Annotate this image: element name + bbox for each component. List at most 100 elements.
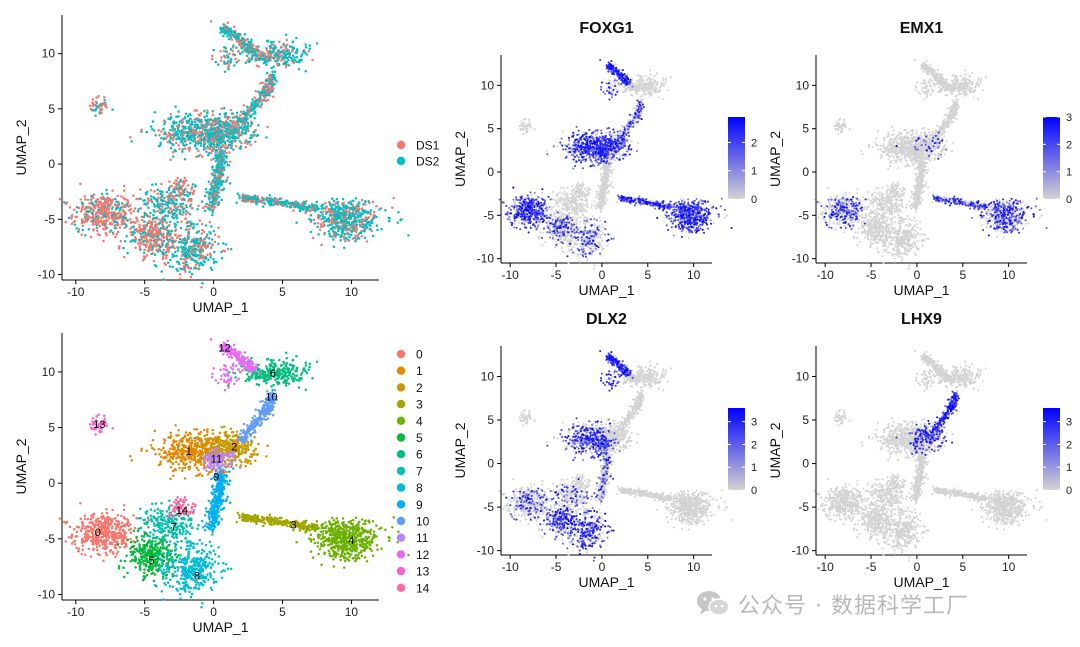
cell-point [384, 209, 387, 212]
cell-point [158, 190, 162, 193]
cell-point [110, 207, 114, 210]
cell-point [210, 158, 213, 162]
legend-label: DS1 [416, 139, 440, 153]
cell-point [601, 232, 604, 235]
cell-point [99, 207, 103, 211]
cell-point [86, 198, 90, 202]
cell-point [291, 54, 295, 57]
cell-point [213, 185, 216, 188]
cell-point [163, 262, 166, 265]
cell-point [327, 217, 330, 220]
cell-point [181, 202, 185, 205]
cell-point [210, 268, 214, 272]
cell-point [370, 221, 373, 225]
cell-point [588, 187, 591, 190]
cell-point [223, 70, 227, 73]
cell-point [271, 89, 274, 93]
cell-point [601, 226, 604, 229]
cell-point [574, 217, 577, 220]
cell-point [559, 238, 562, 241]
cell-point [132, 209, 136, 213]
cell-point [196, 239, 199, 243]
cell-point [598, 241, 601, 244]
cell-point [280, 201, 284, 204]
cell-point [322, 217, 325, 220]
cell-point [145, 192, 148, 196]
cell-point [154, 220, 157, 224]
cell-point [245, 54, 249, 58]
cell-point [278, 40, 281, 44]
cell-point [237, 120, 241, 123]
cell-point [83, 221, 86, 224]
cell-point [214, 60, 218, 64]
cell-point [77, 227, 81, 231]
cell-point [231, 116, 235, 119]
cell-point [233, 132, 236, 135]
cell-point [206, 253, 209, 257]
cell-point [268, 201, 271, 205]
cell-point [338, 211, 342, 214]
cell-point [587, 221, 590, 224]
cell-point [164, 203, 167, 206]
cell-point [569, 244, 572, 247]
cell-point [575, 222, 578, 225]
cell-point [369, 213, 372, 216]
cell-point [168, 220, 172, 224]
cell-point [578, 209, 581, 212]
cell-point [217, 180, 221, 183]
cell-point [154, 241, 157, 244]
cell-point [332, 245, 336, 248]
cell-point [148, 225, 152, 229]
cell-point [187, 199, 190, 203]
cell-point [263, 91, 266, 94]
cell-point [575, 209, 578, 212]
cell-point [576, 199, 579, 202]
cell-point [375, 224, 379, 227]
cell-point [222, 34, 225, 38]
cell-point [368, 227, 372, 231]
cell-point [152, 245, 155, 248]
cell-point [138, 225, 141, 229]
cell-point [172, 120, 176, 123]
cell-point [251, 98, 254, 101]
cell-point [590, 206, 593, 209]
cell-point [583, 187, 587, 190]
y-tick-label: -10 [38, 267, 56, 281]
cell-point [252, 134, 255, 138]
cell-point [185, 263, 189, 266]
cell-point [224, 50, 228, 53]
cell-point [330, 204, 333, 208]
cell-point [190, 257, 194, 261]
cell-point [196, 123, 199, 126]
cell-point [593, 264, 596, 267]
cell-point [563, 212, 566, 216]
cell-point [229, 108, 233, 112]
cell-point [353, 219, 356, 222]
cell-point [179, 202, 182, 206]
cell-point [249, 143, 252, 146]
cell-point [175, 236, 179, 239]
cell-point [211, 110, 214, 113]
cell-point [219, 155, 223, 158]
cell-point [213, 174, 217, 177]
cell-point [598, 216, 601, 219]
cell-point [251, 50, 254, 54]
cell-point [244, 39, 247, 42]
cell-point [83, 207, 87, 211]
legend-label: DS2 [416, 155, 440, 169]
cell-point [571, 194, 575, 197]
cell-point [600, 245, 603, 248]
cell-point [285, 199, 288, 202]
cell-point [174, 130, 177, 133]
plot-title: FOXG1 [579, 20, 633, 37]
cell-point [212, 146, 215, 149]
cell-point [149, 229, 153, 233]
cell-point [147, 221, 151, 225]
cell-point [342, 203, 345, 207]
cell-point [583, 209, 586, 212]
cell-point [554, 216, 557, 219]
cell-point [199, 144, 203, 147]
cell-point [284, 203, 288, 206]
cell-point [272, 77, 275, 81]
